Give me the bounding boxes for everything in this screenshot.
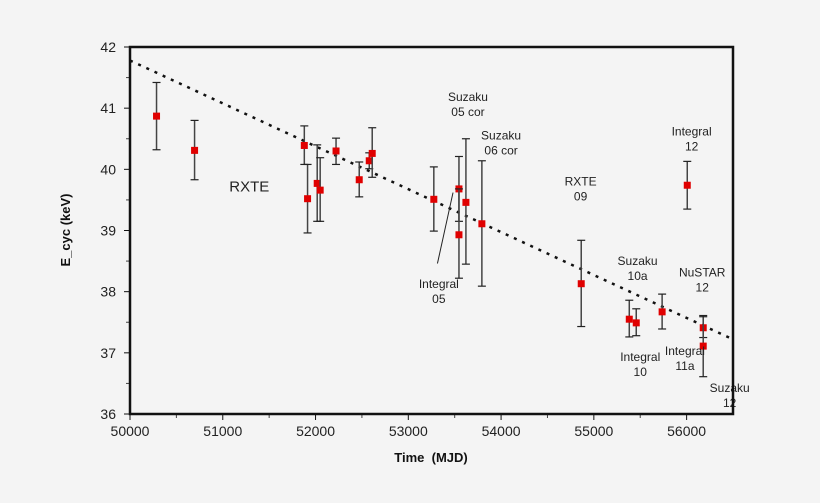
annotation-label: 06 cor <box>484 144 517 158</box>
x-tick-label: 55000 <box>574 423 613 439</box>
annotation-label: Suzaku <box>448 90 488 104</box>
data-point <box>455 231 463 239</box>
data-point <box>577 280 585 288</box>
x-tick-label: 54000 <box>482 423 521 439</box>
annotation-label: 10 <box>634 365 648 379</box>
data-point <box>632 319 640 327</box>
data-point <box>625 315 633 323</box>
data-point <box>191 146 199 154</box>
annotation-label: 10a <box>628 269 648 283</box>
y-tick-label: 41 <box>100 100 116 116</box>
data-point <box>316 186 324 194</box>
data-point <box>699 342 707 350</box>
y-tick-label: 40 <box>100 161 116 177</box>
plot-frame <box>128 45 735 416</box>
annotation-label: 12 <box>723 396 737 410</box>
data-point <box>153 112 161 120</box>
data-point <box>658 308 666 316</box>
data-point <box>365 157 373 165</box>
annotation-label: 12 <box>685 139 699 153</box>
data-point <box>304 195 312 203</box>
x-tick-label: 52000 <box>296 423 335 439</box>
annotation-label: Integral <box>419 277 459 291</box>
annotation-label: Integral <box>620 350 660 364</box>
annotation-label: 12 <box>696 281 710 295</box>
annotation-label: 05 <box>432 292 446 306</box>
annotation-label: 09 <box>574 189 588 203</box>
x-tick-label: 53000 <box>389 423 428 439</box>
y-tick-label: 38 <box>100 284 116 300</box>
y-axis-label: E_cyc (keV) <box>58 194 73 267</box>
x-tick-label: 56000 <box>667 423 706 439</box>
annotation-label: Suzaku <box>710 381 750 395</box>
annotation-label: 05 cor <box>451 105 484 119</box>
y-tick-label: 36 <box>100 406 116 422</box>
data-point <box>683 181 691 189</box>
x-axis-label: Time (MJD) <box>394 450 467 465</box>
annotation-label: RXTE <box>229 179 269 196</box>
y-tick-label: 39 <box>100 223 116 239</box>
data-point <box>355 176 363 184</box>
annotation-pointer-line <box>436 192 454 264</box>
annotation-label: Integral <box>672 124 712 138</box>
annotation-label: RXTE <box>565 174 597 188</box>
data-point <box>332 147 340 155</box>
data-point <box>368 149 376 157</box>
data-point <box>478 220 486 228</box>
data-point <box>313 179 321 187</box>
x-tick-label: 51000 <box>203 423 242 439</box>
annotation-label: Suzaku <box>618 254 658 268</box>
annotation-label: Integral <box>665 344 705 358</box>
annotation-label: 11a <box>675 359 694 373</box>
y-tick-label: 37 <box>100 345 116 361</box>
data-point <box>462 198 470 206</box>
data-point <box>430 195 438 203</box>
data-point <box>300 141 308 149</box>
x-tick-label: 50000 <box>111 423 150 439</box>
y-tick-label: 42 <box>100 39 116 55</box>
trend-line <box>129 59 734 341</box>
annotation-label: Suzaku <box>481 129 521 143</box>
annotation-label: NuSTAR <box>679 266 726 280</box>
